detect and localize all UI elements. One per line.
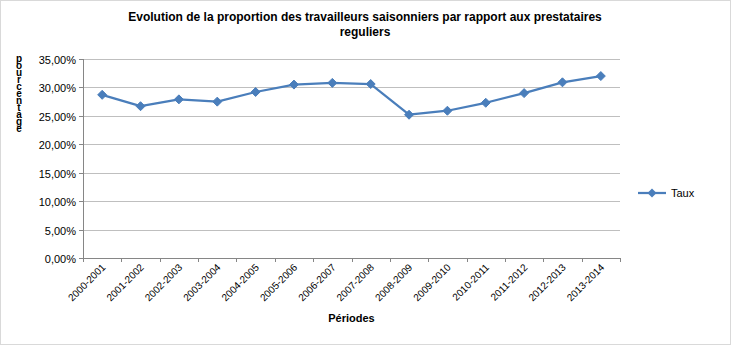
data-point — [558, 78, 567, 87]
title-line: reguliers — [340, 25, 391, 39]
series-group — [98, 72, 606, 120]
legend-label: Taux — [671, 187, 695, 199]
data-point — [443, 106, 452, 115]
x-tick-label: 2001-2002 — [104, 261, 146, 303]
x-tick-label: 2007-2008 — [334, 261, 376, 303]
x-tick-label: 2012-2013 — [526, 261, 568, 303]
grid-line — [83, 258, 620, 259]
x-tick-label: 2006-2007 — [296, 261, 338, 303]
x-tick — [543, 258, 544, 262]
x-tick — [121, 258, 122, 262]
grid-line — [83, 144, 620, 145]
x-tick — [160, 258, 161, 262]
y-tick — [79, 230, 83, 231]
data-point — [213, 97, 222, 106]
data-point — [289, 80, 298, 89]
x-tick — [428, 258, 429, 262]
y-tick — [79, 87, 83, 88]
x-tick-label: 2000-2001 — [66, 261, 108, 303]
data-point — [366, 80, 375, 89]
x-tick-label: 2005-2006 — [258, 261, 300, 303]
x-tick — [313, 258, 314, 262]
data-point — [481, 98, 490, 107]
grid-line — [83, 116, 620, 117]
x-tick — [467, 258, 468, 262]
chart-frame — [1, 1, 731, 345]
x-tick-label: 2013-2014 — [565, 261, 607, 303]
data-point — [251, 87, 260, 96]
data-point — [136, 102, 145, 111]
title: Evolution de la proportion des travaille… — [128, 10, 602, 39]
x-tick — [505, 258, 506, 262]
y-tick — [79, 201, 83, 202]
y-tick-label: 20,00% — [39, 139, 77, 151]
x-axis — [83, 258, 620, 259]
y-tick-label: 5,00% — [45, 225, 76, 237]
y-tick — [79, 144, 83, 145]
x-tick — [83, 258, 84, 262]
y-tick-label: 10,00% — [39, 196, 77, 208]
x-tick-label: 2011-2012 — [488, 261, 529, 302]
x-tick-label: 2008-2009 — [373, 261, 415, 303]
x-tick — [352, 258, 353, 262]
y-axis-title: pourcentage — [16, 53, 22, 134]
y-axis-title-char: e — [16, 123, 22, 134]
x-tick-label: 2004-2005 — [219, 261, 261, 303]
y-tick-label: 0,00% — [45, 253, 76, 265]
title-line: Evolution de la proportion des travaille… — [128, 10, 602, 24]
y-tick-label: 30,00% — [39, 82, 77, 94]
grid-line — [83, 59, 620, 60]
x-tick — [198, 258, 199, 262]
chart: Evolution de la proportion des travaille… — [0, 0, 731, 345]
data-point — [328, 78, 337, 87]
series-line — [102, 76, 601, 115]
x-axis-title: Périodes — [328, 312, 374, 324]
y-tick — [79, 173, 83, 174]
data-point — [405, 110, 414, 119]
x-tick — [275, 258, 276, 262]
x-tick-label: 2002-2003 — [143, 261, 185, 303]
y-tick-label: 35,00% — [39, 54, 77, 66]
title-group: Evolution de la proportion des travaille… — [128, 10, 602, 39]
legend-marker — [648, 189, 657, 198]
x-tick-label: 2009-2010 — [411, 261, 453, 303]
data-point — [98, 90, 107, 99]
x-tick — [236, 258, 237, 262]
data-point — [520, 89, 529, 98]
y-tick — [79, 59, 83, 60]
y-tick-label: 25,00% — [39, 111, 77, 123]
x-tick-label: 2010-2011 — [450, 261, 491, 302]
legend: Taux — [638, 187, 695, 199]
x-tick-label: 2003-2004 — [181, 261, 223, 303]
x-tick — [620, 258, 621, 262]
x-tick — [582, 258, 583, 262]
y-tick — [79, 116, 83, 117]
y-tick-label: 15,00% — [39, 168, 77, 180]
grid-line — [83, 230, 620, 231]
x-tick — [390, 258, 391, 262]
y-axis — [83, 59, 84, 258]
y-tick — [79, 258, 83, 259]
grid-line — [83, 201, 620, 202]
data-point — [174, 95, 183, 104]
data-point — [596, 72, 605, 81]
grid-line — [83, 173, 620, 174]
